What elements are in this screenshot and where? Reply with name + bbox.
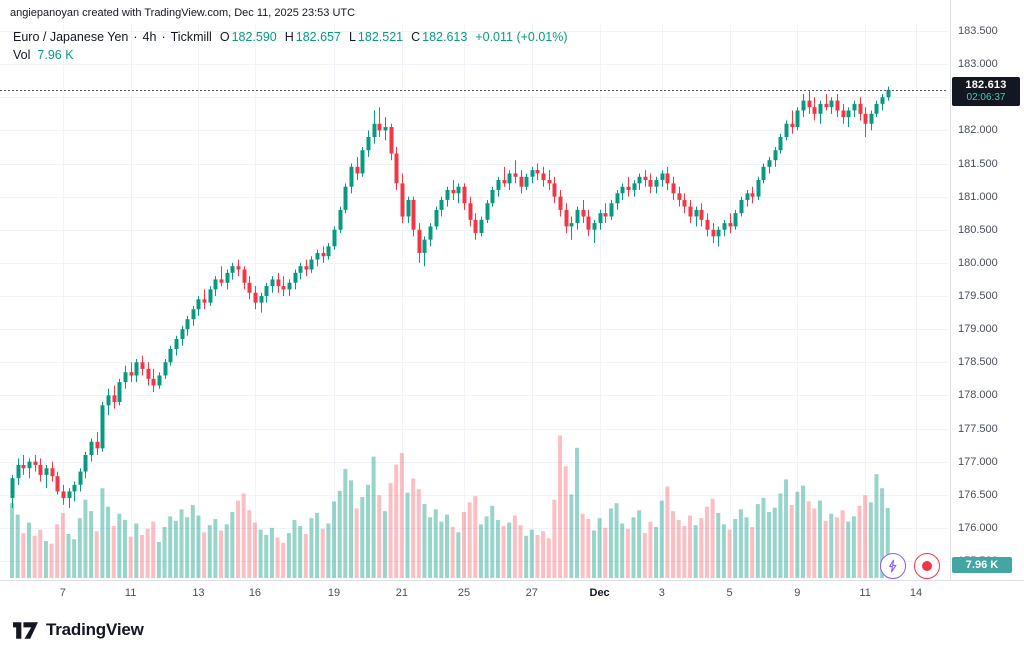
time-axis-label: 5 [726,587,733,599]
volume-axis-badge: 7.96 K [952,557,1012,573]
price-axis-label: 177.500 [958,422,998,435]
time-axis-label: 11 [124,587,137,599]
price-axis-label: 177.000 [958,455,998,468]
price-axis-label: 178.500 [958,356,998,369]
symbol-title[interactable]: Euro / Japanese Yen [13,30,129,44]
time-axis-label: 11 [859,587,871,599]
last-price-value: 182.613 [965,79,1007,91]
price-axis-label: 181.000 [958,190,998,203]
price-axis-label: 179.000 [958,323,998,336]
time-axis-label: 7 [59,587,66,599]
ohlc-close: C 182.613 [411,30,468,44]
time-axis-label: 3 [658,587,665,599]
time-axis-label: 16 [248,587,262,599]
price-axis-label: 183.000 [958,58,998,71]
bar-countdown: 02:06:37 [966,92,1006,103]
interval-label[interactable]: 4h [142,30,157,44]
lightning-icon [886,559,900,573]
record-dot-icon [922,561,932,571]
tradingview-mark-icon [12,621,39,640]
ohlc-low: L 182.521 [348,30,404,44]
volume-label: Vol [13,48,31,62]
price-axis-label: 183.500 [958,25,998,37]
ohlc-open: O 182.590 [219,30,277,44]
price-axis-label: 181.500 [958,157,998,170]
volume-value: 7.96 K [37,48,74,62]
price-change: +0.011 (+0.01%) [475,30,568,44]
price-axis-label: 176.000 [958,521,998,534]
chart-legend: Euro / Japanese Yen · 4h · Tickmill O 182.590 H… [13,30,568,62]
time-axis-label: 25 [457,587,471,599]
price-axis-label: 180.500 [958,223,998,236]
time-axis-label: 19 [327,587,341,599]
price-axis-label: 179.500 [958,290,998,302]
time-axis-label: 13 [192,587,205,599]
price-axis-label: 180.000 [958,256,998,269]
time-axis-label: 9 [794,587,801,599]
attribution-text: angiepanoyan created with TradingView.co… [10,7,356,19]
time-axis-label: 21 [395,587,408,599]
last-price-badge: 182.613 02:06:37 [952,77,1020,106]
time-axis[interactable]: 7 11 13 16 19 21 25 27 Dec 3 5 9 11 14 [0,580,1024,607]
price-axis-label: 178.000 [958,389,998,402]
ohlc-high: H 182.657 [284,30,341,44]
separator: · [161,30,166,44]
price-axis-label: 176.500 [958,488,998,501]
price-axis-label: 182.000 [958,124,998,137]
time-axis-label: 27 [525,587,538,599]
boost-button[interactable] [880,553,906,579]
separator: · [133,30,138,44]
record-button[interactable] [914,553,940,579]
tradingview-logo[interactable]: TradingView [12,620,144,640]
time-axis-label: Dec [589,587,610,599]
tradingview-wordmark: TradingView [46,620,144,639]
broker-label: Tickmill [170,30,212,44]
time-axis-label: 14 [909,587,923,599]
